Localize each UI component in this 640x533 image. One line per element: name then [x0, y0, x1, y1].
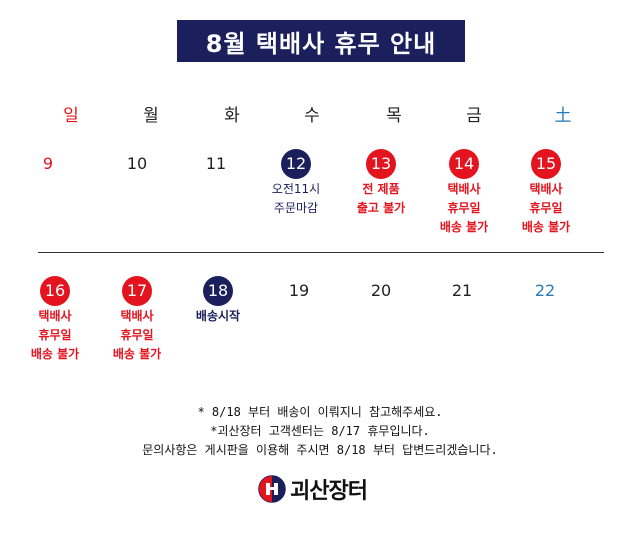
day-note: 택배사 — [529, 182, 563, 196]
day-note: 휴무일 — [529, 201, 563, 215]
logo-text: 괴산장터 — [290, 479, 368, 504]
day-cell: 19 — [259, 276, 339, 306]
day-number: 21 — [451, 281, 473, 300]
brand-logo: 괴산장터 — [258, 474, 368, 504]
day-number-circle: 14 — [449, 149, 479, 179]
day-number-circle: 13 — [366, 149, 396, 179]
day-cell: 15 택배사 휴무일 배송 불가 — [506, 149, 586, 237]
weekday-sat: 土 — [554, 106, 572, 126]
day-note: 택배사 — [38, 309, 72, 323]
day-cell: 11 — [176, 149, 256, 179]
day-note: 배송 불가 — [521, 220, 571, 234]
day-note: 택배사 — [120, 309, 154, 323]
day-number: 11 — [205, 154, 227, 173]
day-cell: 16 택배사 휴무일 배송 불가 — [15, 276, 95, 364]
day-note: 배송 불가 — [30, 347, 80, 361]
day-cell: 21 — [422, 276, 502, 306]
day-number-circle: 16 — [40, 276, 70, 306]
day-number-circle: 12 — [281, 149, 311, 179]
day-note: 출고 불가 — [356, 201, 406, 215]
footer-line: * 8/18 부터 배송이 이뤄지니 참고해주세요. — [197, 405, 443, 419]
day-number: 9 — [42, 154, 54, 173]
market-logo-icon — [258, 475, 286, 503]
day-note: 배송 불가 — [439, 220, 489, 234]
day-cell: 18 배송시작 — [178, 276, 258, 326]
day-note: 주문마감 — [273, 201, 319, 215]
day-number: 20 — [370, 281, 392, 300]
day-number: 19 — [288, 281, 310, 300]
footer-notes: * 8/18 부터 배송이 이뤄지니 참고해주세요. *괴산장터 고객센터는 8… — [0, 403, 640, 460]
day-note: 배송시작 — [195, 309, 241, 323]
weekday-tue: 화 — [224, 106, 240, 126]
day-note: 전 제품 — [362, 182, 400, 196]
day-cell: 14 택배사 휴무일 배송 불가 — [424, 149, 504, 237]
day-cell: 9 — [8, 149, 88, 179]
week-divider — [38, 252, 604, 253]
day-number: 22 — [534, 281, 556, 300]
day-note: 휴무일 — [120, 328, 154, 342]
day-note: 오전11시 — [271, 182, 321, 196]
day-cell: 17 택배사 휴무일 배송 불가 — [97, 276, 177, 364]
day-number-circle: 15 — [531, 149, 561, 179]
day-cell: 13 전 제품 출고 불가 — [341, 149, 421, 218]
footer-line: 문의사항은 게시판을 이용해 주시면 8/18 부터 답변드리겠습니다. — [142, 443, 498, 457]
weekday-wed: 수 — [304, 106, 320, 126]
weekday-fri: 금 — [466, 106, 482, 126]
day-cell: 10 — [97, 149, 177, 179]
day-note: 휴무일 — [38, 328, 72, 342]
day-cell: 20 — [341, 276, 421, 306]
page-title: 8월 택배사 휴무 안내 — [177, 20, 465, 62]
day-number-circle: 17 — [122, 276, 152, 306]
day-note: 휴무일 — [447, 201, 481, 215]
day-cell: 12 오전11시 주문마감 — [256, 149, 336, 218]
day-note: 택배사 — [447, 182, 481, 196]
day-number: 10 — [126, 154, 148, 173]
day-note: 배송 불가 — [112, 347, 162, 361]
weekday-thu: 목 — [386, 106, 402, 126]
weekday-sun: 일 — [63, 106, 79, 126]
day-cell: 22 — [505, 276, 585, 306]
day-number-circle: 18 — [203, 276, 233, 306]
weekday-mon: 월 — [143, 106, 159, 126]
footer-line: *괴산장터 고객센터는 8/17 휴무입니다. — [210, 424, 430, 438]
